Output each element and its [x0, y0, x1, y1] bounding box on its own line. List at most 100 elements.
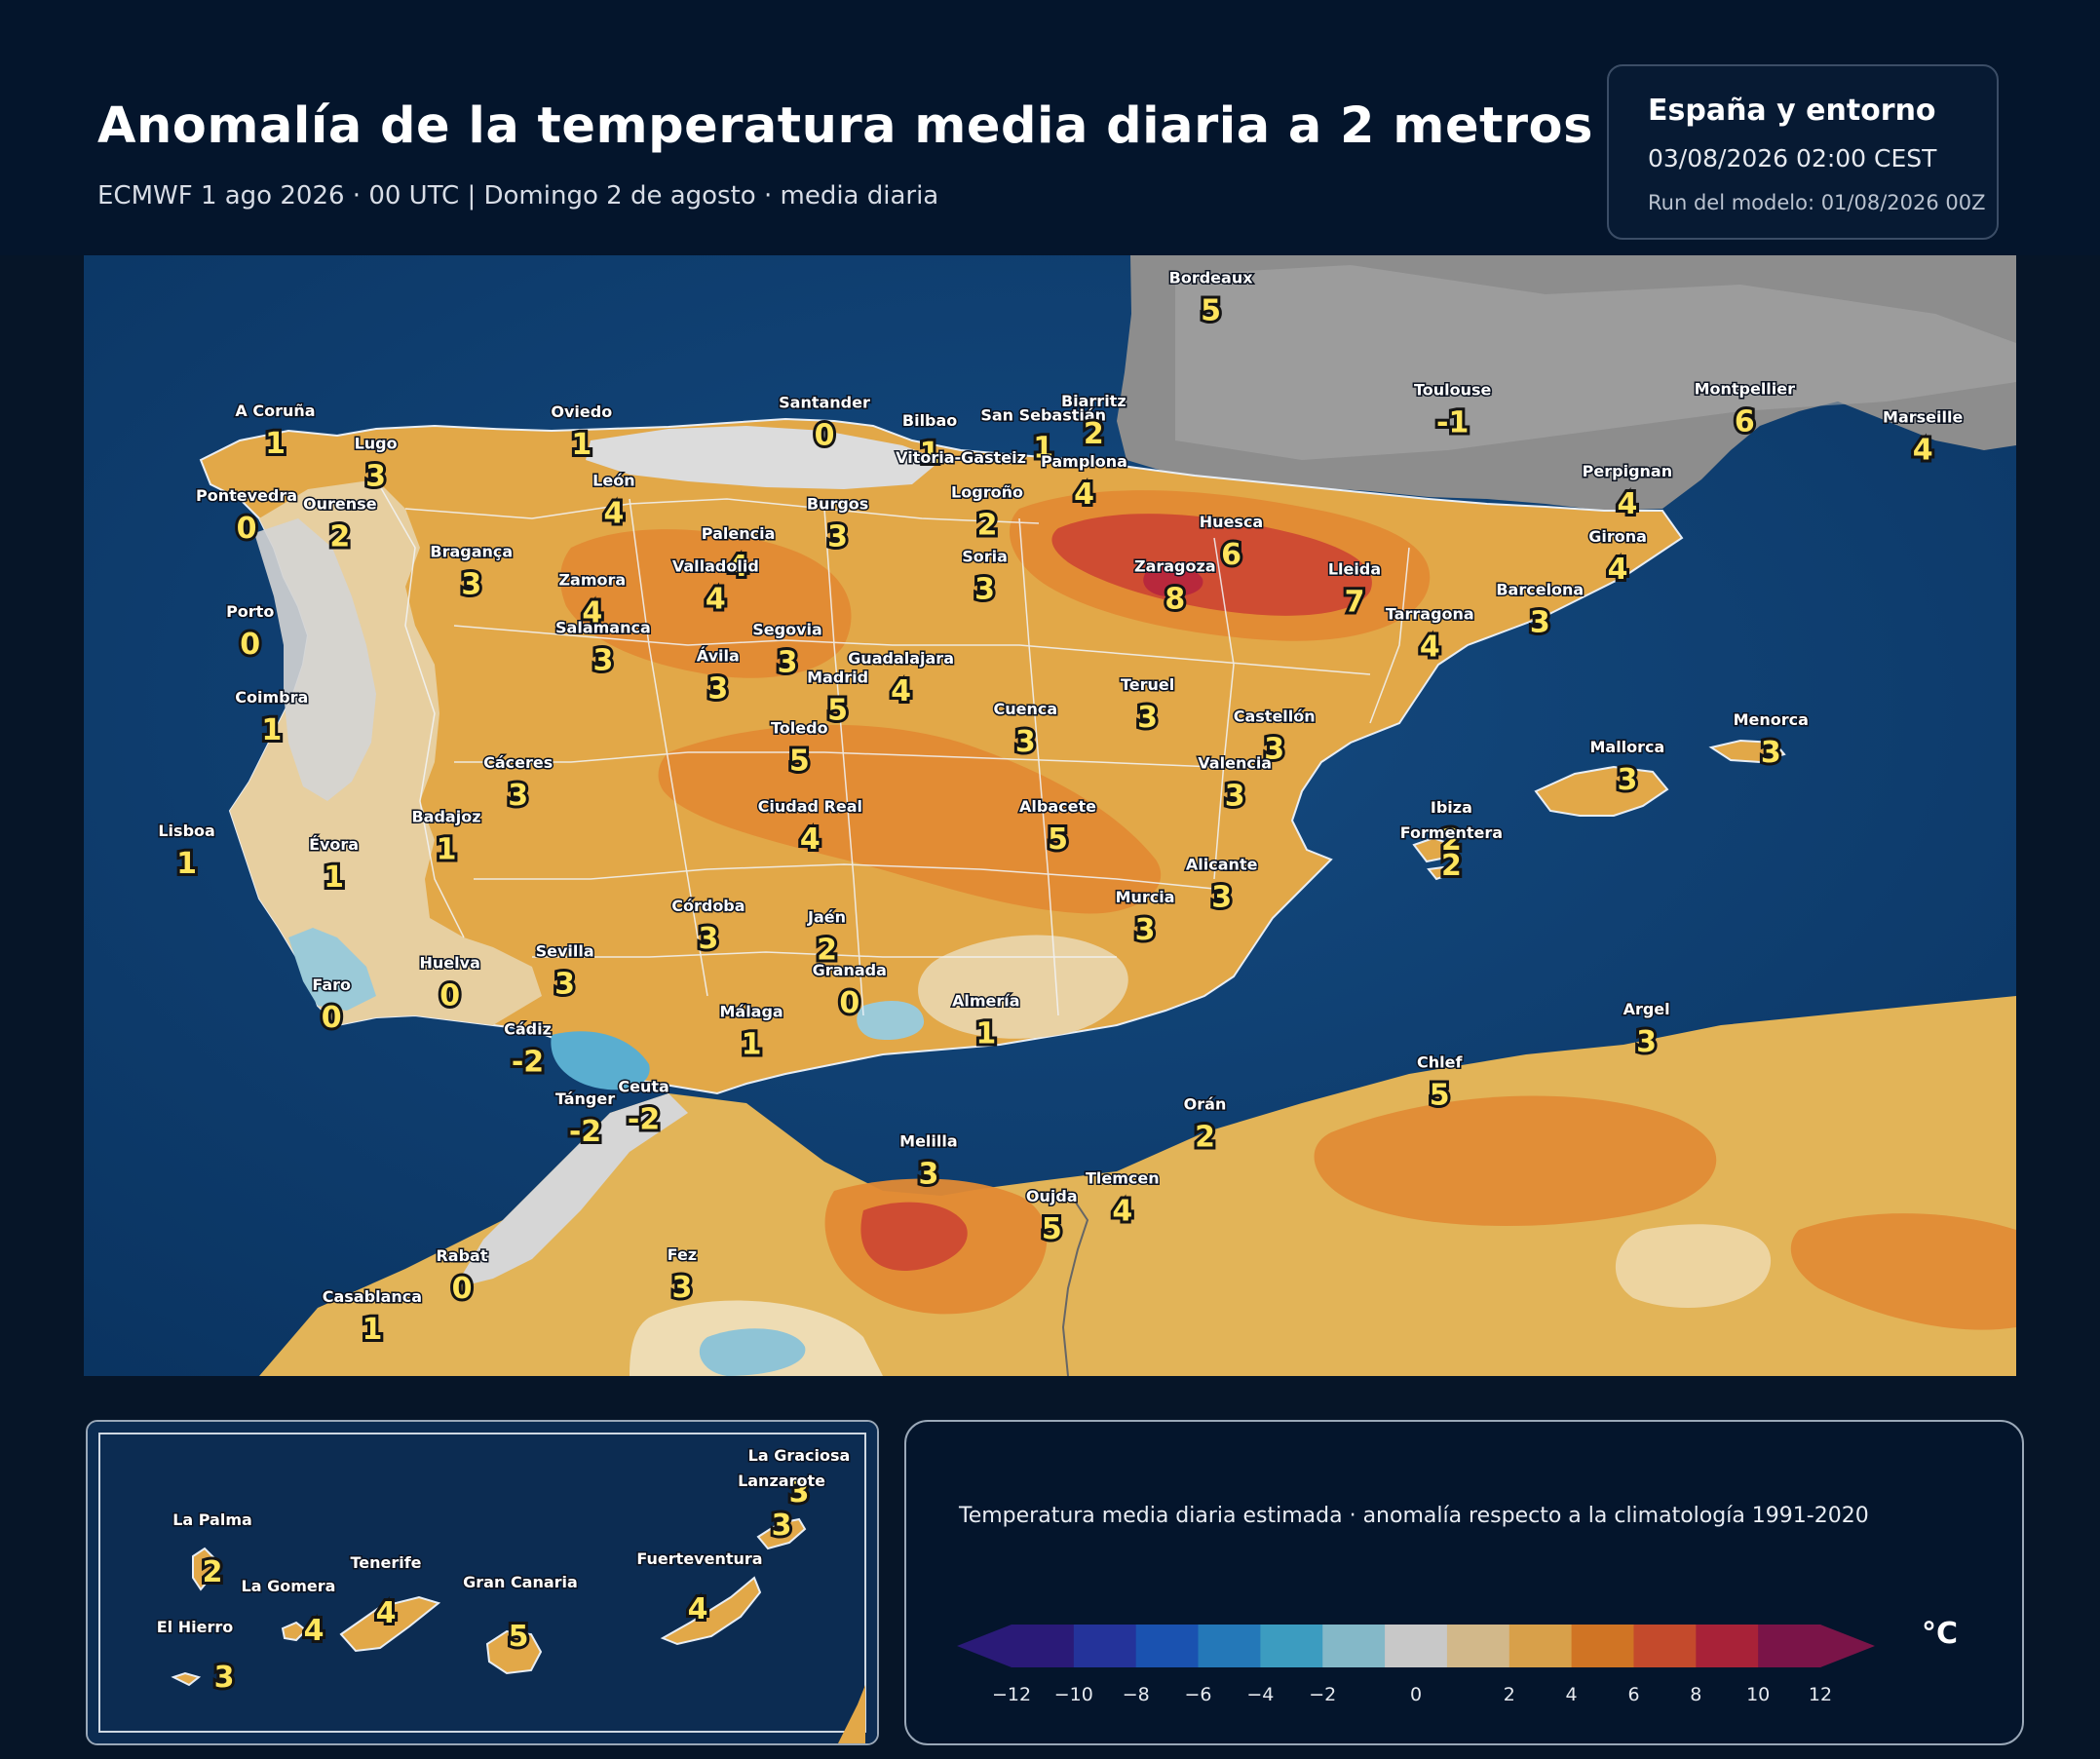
station-bordeaux[interactable]: Bordeaux 5 — [1167, 267, 1255, 331]
station-alicante[interactable]: Alicante 3 — [1184, 854, 1259, 918]
station-oujda[interactable]: Oujda 5 — [1024, 1185, 1079, 1249]
station-ciudad-real[interactable]: Ciudad Real 4 — [756, 796, 863, 860]
station-anomaly-value: 4 — [1608, 553, 1628, 587]
station-burgos[interactable]: Burgos 3 — [805, 493, 869, 557]
station-caceres[interactable]: Cáceres 3 — [482, 751, 554, 816]
island-la-gomera[interactable]: La Gomera 4 — [240, 1576, 337, 1652]
station-ibiza[interactable]: Ibiza 2 — [1429, 797, 1473, 861]
station-vitoria-gasteiz[interactable]: Vitoria-Gasteiz — [895, 447, 1028, 469]
station-chlef[interactable]: Chlef 5 — [1415, 1052, 1464, 1116]
north-africa-land — [259, 996, 2016, 1376]
station-sevilla[interactable]: Sevilla 3 — [534, 940, 595, 1005]
station-marseille[interactable]: Marseille 4 — [1882, 406, 1965, 471]
station-braganca[interactable]: Bragança 3 — [429, 541, 515, 605]
station-a-coruna[interactable]: A Coruña 1 — [234, 401, 317, 465]
station-cordoba[interactable]: Córdoba 3 — [670, 896, 746, 960]
station-oran[interactable]: Orán 2 — [1182, 1093, 1228, 1158]
station-anomaly-value: 3 — [671, 1271, 692, 1305]
station-zaragoza[interactable]: Zaragoza 8 — [1132, 555, 1217, 620]
station-valladolid[interactable]: Valladolid 4 — [670, 555, 760, 620]
station-anomaly-value: 3 — [1211, 881, 1232, 915]
station-name: Orán — [1184, 1094, 1227, 1113]
island-gran-canaria[interactable]: Gran Canaria 5 — [462, 1572, 580, 1658]
island-fuerteventura[interactable]: Fuerteventura 4 — [635, 1549, 764, 1630]
station-rabat[interactable]: Rabat 0 — [435, 1245, 489, 1310]
station-biarritz[interactable]: Biarritz 2 — [1059, 390, 1127, 454]
canary-islands-inset[interactable]: La Graciosa 3 Lanzarote 3 La Palma 2 Tenerife 4… — [86, 1420, 879, 1745]
main-map[interactable]: A Coruña 1 Lugo 3 Oviedo 1 Santander 0 Bilbao 1 Sa… — [84, 255, 2016, 1376]
station-evora[interactable]: Évora 1 — [308, 834, 361, 899]
station-lisboa[interactable]: Lisboa 1 — [157, 821, 216, 885]
station-huelva[interactable]: Huelva 0 — [418, 952, 481, 1016]
station-tarragona[interactable]: Tarragona 4 — [1384, 603, 1475, 668]
station-cadiz[interactable]: Cádiz -2 — [503, 1018, 554, 1083]
station-leon[interactable]: León 4 — [592, 470, 636, 534]
station-salamanca[interactable]: Salamanca 3 — [554, 617, 653, 681]
station-fez[interactable]: Fez 3 — [666, 1244, 698, 1309]
station-pamplona[interactable]: Pamplona 4 — [1040, 450, 1129, 515]
station-girona[interactable]: Girona 4 — [1587, 525, 1649, 590]
station-castellon[interactable]: Castellón 3 — [1232, 706, 1317, 770]
station-melilla[interactable]: Melilla 3 — [898, 1130, 960, 1195]
station-murcia[interactable]: Murcia 3 — [1114, 886, 1176, 950]
station-oviedo[interactable]: Oviedo 1 — [550, 401, 614, 465]
station-ourense[interactable]: Ourense 2 — [302, 493, 379, 557]
station-zamora[interactable]: Zamora 4 — [557, 569, 628, 633]
station-toledo[interactable]: Toledo 5 — [770, 717, 830, 782]
station-argel[interactable]: Argel 3 — [1622, 998, 1671, 1062]
island-la-palma[interactable]: La Palma 2 — [172, 1510, 254, 1593]
station-san-sebastian[interactable]: San Sebastián 1 — [979, 404, 1108, 469]
station-montpellier[interactable]: Montpellier 6 — [1693, 378, 1797, 442]
island-la-graciosa[interactable]: La Graciosa 3 — [746, 1445, 852, 1513]
station-segovia[interactable]: Segovia 3 — [751, 619, 824, 683]
station-mallorca[interactable]: Mallorca 3 — [1588, 737, 1666, 801]
africa-cool-a — [699, 1328, 806, 1376]
station-faro[interactable]: Faro 0 — [311, 974, 353, 1038]
station-lugo[interactable]: Lugo 3 — [353, 433, 399, 497]
station-name: Formentera — [1400, 823, 1503, 842]
station-tlemcen[interactable]: Tlemcen 4 — [1084, 1167, 1161, 1232]
station-santander[interactable]: Santander 0 — [778, 392, 872, 456]
station-anomaly-value: 1 — [265, 427, 286, 461]
station-ceuta[interactable]: Ceuta -2 — [617, 1076, 670, 1140]
station-tanger[interactable]: Tánger -2 — [554, 1088, 616, 1152]
station-menorca[interactable]: Menorca 3 — [1732, 709, 1810, 774]
island-el-hierro[interactable]: El Hierro 3 — [155, 1617, 237, 1699]
station-granada[interactable]: Granada 0 — [811, 960, 888, 1024]
station-name: Córdoba — [671, 897, 745, 915]
station-valencia[interactable]: Valencia 3 — [1197, 752, 1274, 817]
station-lleida[interactable]: Lleida 7 — [1326, 558, 1382, 623]
station-toulouse[interactable]: Toulouse -1 — [1412, 379, 1493, 443]
station-cuenca[interactable]: Cuenca 3 — [992, 699, 1059, 763]
station-anomaly-value: 3 — [1225, 780, 1245, 814]
station-madrid[interactable]: Madrid 5 — [806, 667, 870, 731]
station-soria[interactable]: Soria 3 — [961, 546, 1010, 610]
station-palencia[interactable]: Palencia 4 — [700, 523, 777, 588]
island-tenerife[interactable]: Tenerife 4 — [349, 1552, 423, 1634]
station-bilbao[interactable]: Bilbao 1 — [900, 410, 958, 475]
station-almeria[interactable]: Almería 1 — [951, 990, 1022, 1054]
station-badajoz[interactable]: Badajoz 1 — [410, 806, 482, 870]
station-pontevedra[interactable]: Pontevedra 0 — [194, 485, 298, 550]
station-guadalajara[interactable]: Guadalajara 4 — [847, 648, 956, 712]
station-huesca[interactable]: Huesca 6 — [1198, 512, 1264, 576]
station-jaen[interactable]: Jaén 2 — [806, 906, 848, 971]
station-coimbra[interactable]: Coimbra 1 — [234, 687, 310, 751]
station-albacete[interactable]: Albacete 5 — [1018, 796, 1098, 860]
station-barcelona[interactable]: Barcelona 3 — [1495, 579, 1585, 643]
station-anomaly-value: 4 — [603, 496, 624, 530]
station-name: Bragança — [430, 543, 513, 561]
legend-color-segment — [1073, 1625, 1137, 1667]
station-porto[interactable]: Porto 0 — [225, 600, 276, 665]
station-name: Montpellier — [1695, 380, 1796, 399]
station-logrono[interactable]: Logroño 2 — [950, 481, 1025, 546]
station-name: Biarritz — [1061, 392, 1126, 410]
station-name: Castellón — [1234, 707, 1316, 726]
station-perpignan[interactable]: Perpignan 4 — [1581, 461, 1673, 524]
station-malaga[interactable]: Málaga 1 — [718, 1001, 784, 1065]
station-avila[interactable]: Ávila 3 — [695, 645, 741, 709]
station-casablanca[interactable]: Casablanca 1 — [321, 1285, 423, 1350]
station-teruel[interactable]: Teruel 3 — [1119, 674, 1175, 739]
